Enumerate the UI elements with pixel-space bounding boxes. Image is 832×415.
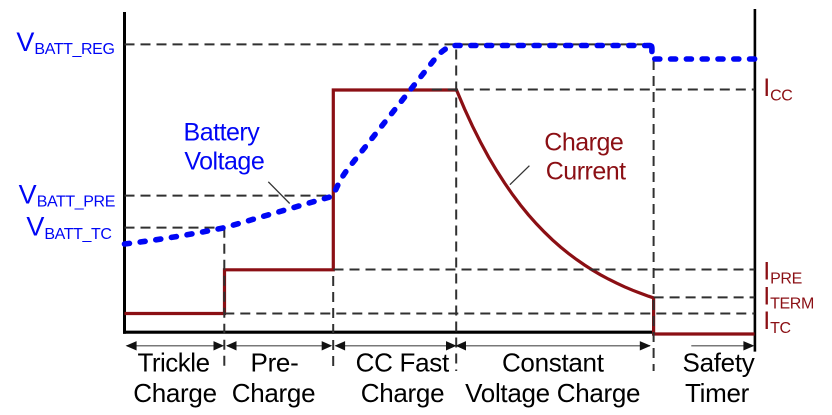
- svg-text:CC Fast: CC Fast: [356, 348, 450, 378]
- svg-text:Voltage: Voltage: [184, 148, 264, 176]
- svg-text:Charge: Charge: [232, 378, 315, 408]
- svg-text:Current: Current: [546, 158, 626, 186]
- svg-text:Charge: Charge: [361, 378, 444, 408]
- svg-text:Pre-: Pre-: [251, 348, 299, 378]
- svg-text:Charge: Charge: [544, 129, 623, 157]
- svg-text:Voltage Charge: Voltage Charge: [465, 378, 640, 408]
- svg-text:Constant: Constant: [502, 348, 605, 378]
- svg-text:Timer: Timer: [685, 378, 750, 408]
- svg-text:Battery: Battery: [184, 119, 261, 147]
- svg-text:Safety: Safety: [683, 348, 755, 378]
- svg-text:Charge: Charge: [133, 378, 216, 408]
- svg-text:Trickle: Trickle: [137, 348, 209, 378]
